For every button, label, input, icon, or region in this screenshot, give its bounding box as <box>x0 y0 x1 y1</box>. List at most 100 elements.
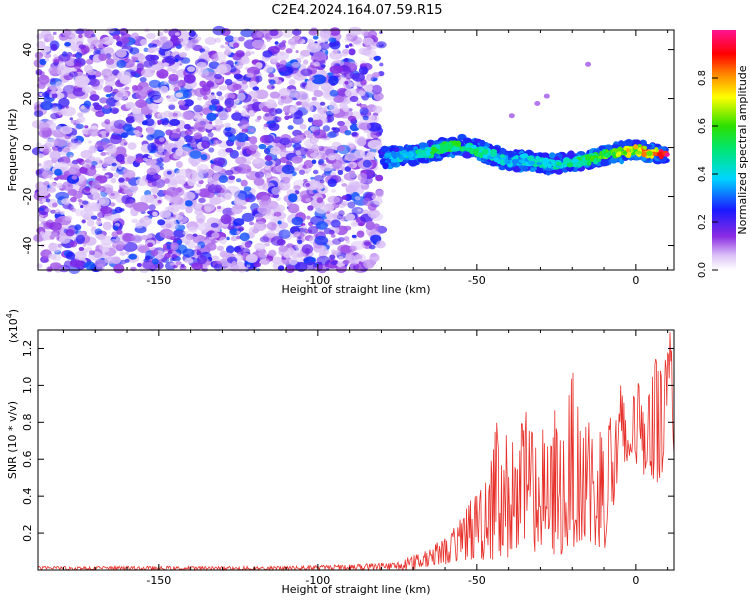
noise-point <box>145 54 156 62</box>
noise-point <box>169 119 181 126</box>
ridge-point <box>624 139 634 147</box>
ridge-core-point <box>551 160 557 167</box>
noise-point <box>258 250 268 258</box>
noise-point <box>202 54 210 59</box>
noise-point <box>288 79 296 86</box>
noise-point <box>81 160 93 169</box>
noise-point <box>74 224 82 231</box>
noise-point <box>68 168 77 174</box>
noise-point <box>338 108 353 119</box>
noise-point <box>175 261 182 266</box>
noise-point <box>114 206 123 214</box>
noise-point <box>187 240 196 249</box>
noise-point <box>268 73 275 78</box>
noise-point <box>351 234 357 238</box>
noise-point <box>311 159 317 165</box>
noise-point <box>170 242 179 251</box>
noise-point <box>302 165 307 169</box>
noise-point <box>104 119 111 125</box>
noise-point <box>360 179 366 184</box>
noise-point <box>311 144 320 151</box>
ridge-core-point <box>580 160 588 166</box>
noise-point <box>224 35 235 43</box>
noise-point <box>115 48 127 58</box>
noise-point <box>98 53 108 61</box>
noise-point <box>145 32 156 40</box>
noise-point <box>339 216 347 222</box>
noise-point <box>368 114 375 122</box>
noise-point <box>65 229 75 237</box>
noise-point <box>53 138 66 147</box>
noise-point <box>59 125 73 135</box>
noise-point <box>245 197 251 203</box>
noise-point <box>54 168 62 176</box>
noise-point <box>349 245 357 251</box>
noise-point <box>58 97 70 108</box>
noise-point <box>305 104 314 112</box>
noise-point <box>144 194 155 203</box>
noise-point <box>370 211 384 222</box>
noise-point <box>106 97 118 107</box>
noise-point <box>133 129 140 134</box>
noise-point <box>45 198 51 203</box>
noise-point <box>193 132 203 140</box>
ridge-core-point <box>633 144 639 150</box>
noise-point <box>39 231 45 236</box>
noise-point <box>110 177 117 184</box>
noise-point <box>322 125 331 132</box>
noise-point <box>253 158 261 164</box>
noise-point <box>363 31 372 39</box>
noise-point <box>69 117 74 121</box>
noise-point <box>344 193 352 202</box>
noise-point <box>81 86 93 94</box>
noise-point <box>350 36 363 45</box>
x-tick-label: -150 <box>146 574 171 587</box>
noise-point <box>208 61 220 69</box>
noise-point <box>313 150 319 154</box>
noise-point <box>162 189 168 195</box>
noise-point <box>212 25 226 36</box>
noise-point <box>116 41 123 47</box>
noise-point <box>299 123 307 130</box>
y-tick-label: 0 <box>21 144 34 151</box>
noise-point <box>329 89 339 97</box>
ridge-core-point <box>417 152 423 158</box>
ridge-core-point <box>571 159 580 163</box>
noise-point <box>268 107 278 117</box>
noise-point <box>193 238 199 243</box>
noise-point <box>266 221 277 231</box>
ridge-core-point <box>658 153 664 160</box>
noise-point <box>316 255 331 266</box>
ridge-core-point <box>442 146 449 153</box>
noise-point <box>359 103 368 110</box>
noise-point <box>356 100 361 105</box>
noise-point <box>231 204 243 215</box>
noise-point <box>157 199 162 204</box>
noise-point <box>344 90 351 96</box>
noise-point <box>69 154 73 158</box>
noise-point <box>351 259 359 265</box>
noise-point <box>223 127 236 137</box>
noise-point <box>152 59 158 65</box>
noise-point <box>112 34 120 40</box>
noise-point <box>306 42 322 53</box>
noise-point <box>169 262 175 266</box>
noise-point <box>165 55 176 64</box>
noise-point <box>142 157 148 161</box>
noise-point <box>289 104 299 113</box>
snr-frame <box>37 329 675 571</box>
noise-point <box>44 58 50 62</box>
noise-point <box>148 79 161 88</box>
noise-point <box>102 221 112 231</box>
noise-point <box>94 228 103 236</box>
noise-point <box>80 105 86 110</box>
x-tick-label: -100 <box>305 574 330 587</box>
noise-point <box>327 131 337 139</box>
noise-point <box>254 89 269 100</box>
noise-point <box>201 136 209 142</box>
noise-point <box>36 40 46 49</box>
noise-point <box>113 263 125 274</box>
ridge-point <box>523 164 529 171</box>
noise-point <box>273 211 282 217</box>
noise-point <box>157 112 167 119</box>
